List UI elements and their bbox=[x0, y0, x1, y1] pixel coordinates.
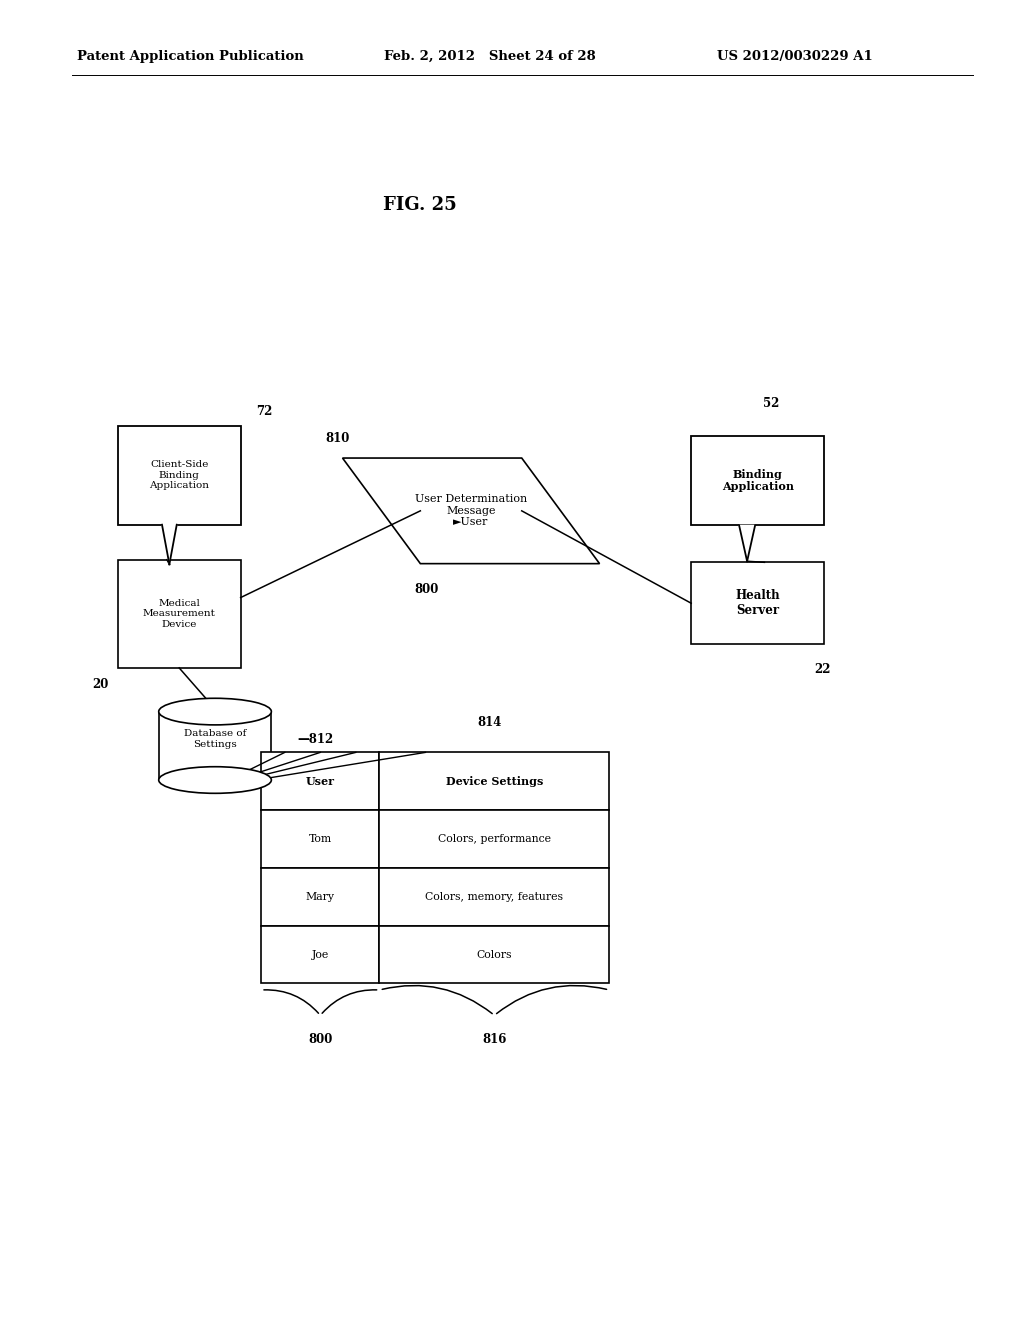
Text: Binding
Application: Binding Application bbox=[722, 469, 794, 492]
FancyBboxPatch shape bbox=[380, 869, 609, 925]
FancyBboxPatch shape bbox=[261, 925, 380, 983]
Text: User: User bbox=[306, 776, 335, 787]
FancyBboxPatch shape bbox=[261, 810, 380, 869]
Text: Health
Server: Health Server bbox=[735, 589, 780, 618]
Text: Tom: Tom bbox=[309, 834, 332, 843]
Text: Colors: Colors bbox=[476, 949, 512, 960]
Text: —812: —812 bbox=[297, 733, 333, 746]
Polygon shape bbox=[739, 525, 755, 561]
Text: 72: 72 bbox=[256, 405, 272, 418]
Text: Colors, performance: Colors, performance bbox=[438, 834, 551, 843]
Text: US 2012/0030229 A1: US 2012/0030229 A1 bbox=[717, 50, 872, 63]
Text: Colors, memory, features: Colors, memory, features bbox=[425, 892, 563, 902]
Text: 20: 20 bbox=[92, 677, 109, 690]
Text: 814: 814 bbox=[477, 715, 502, 729]
FancyBboxPatch shape bbox=[380, 752, 609, 810]
FancyBboxPatch shape bbox=[159, 711, 271, 780]
Text: Feb. 2, 2012   Sheet 24 of 28: Feb. 2, 2012 Sheet 24 of 28 bbox=[384, 50, 596, 63]
FancyBboxPatch shape bbox=[380, 925, 609, 983]
Text: FIG. 25: FIG. 25 bbox=[383, 195, 457, 214]
Ellipse shape bbox=[159, 698, 271, 725]
FancyBboxPatch shape bbox=[380, 810, 609, 869]
Text: 22: 22 bbox=[814, 663, 830, 676]
FancyBboxPatch shape bbox=[261, 752, 380, 810]
FancyBboxPatch shape bbox=[691, 562, 824, 644]
Text: 810: 810 bbox=[326, 432, 349, 445]
Text: Patent Application Publication: Patent Application Publication bbox=[77, 50, 303, 63]
Polygon shape bbox=[162, 524, 177, 565]
FancyBboxPatch shape bbox=[118, 560, 241, 668]
Text: Medical
Measurement
Device: Medical Measurement Device bbox=[142, 599, 216, 628]
Ellipse shape bbox=[159, 767, 271, 793]
FancyBboxPatch shape bbox=[691, 436, 824, 525]
Text: Mary: Mary bbox=[306, 892, 335, 902]
FancyBboxPatch shape bbox=[118, 425, 241, 524]
Text: 800: 800 bbox=[415, 582, 439, 595]
Text: Database of
Settings: Database of Settings bbox=[184, 730, 246, 748]
Text: 800: 800 bbox=[308, 1032, 333, 1045]
Text: User Determination
Message
►User: User Determination Message ►User bbox=[415, 494, 527, 528]
Text: 52: 52 bbox=[763, 396, 779, 409]
Text: Joe: Joe bbox=[311, 949, 329, 960]
FancyBboxPatch shape bbox=[261, 869, 380, 925]
Polygon shape bbox=[343, 458, 600, 564]
Text: 816: 816 bbox=[482, 1032, 507, 1045]
Text: Device Settings: Device Settings bbox=[445, 776, 543, 787]
Text: Client-Side
Binding
Application: Client-Side Binding Application bbox=[150, 461, 209, 490]
